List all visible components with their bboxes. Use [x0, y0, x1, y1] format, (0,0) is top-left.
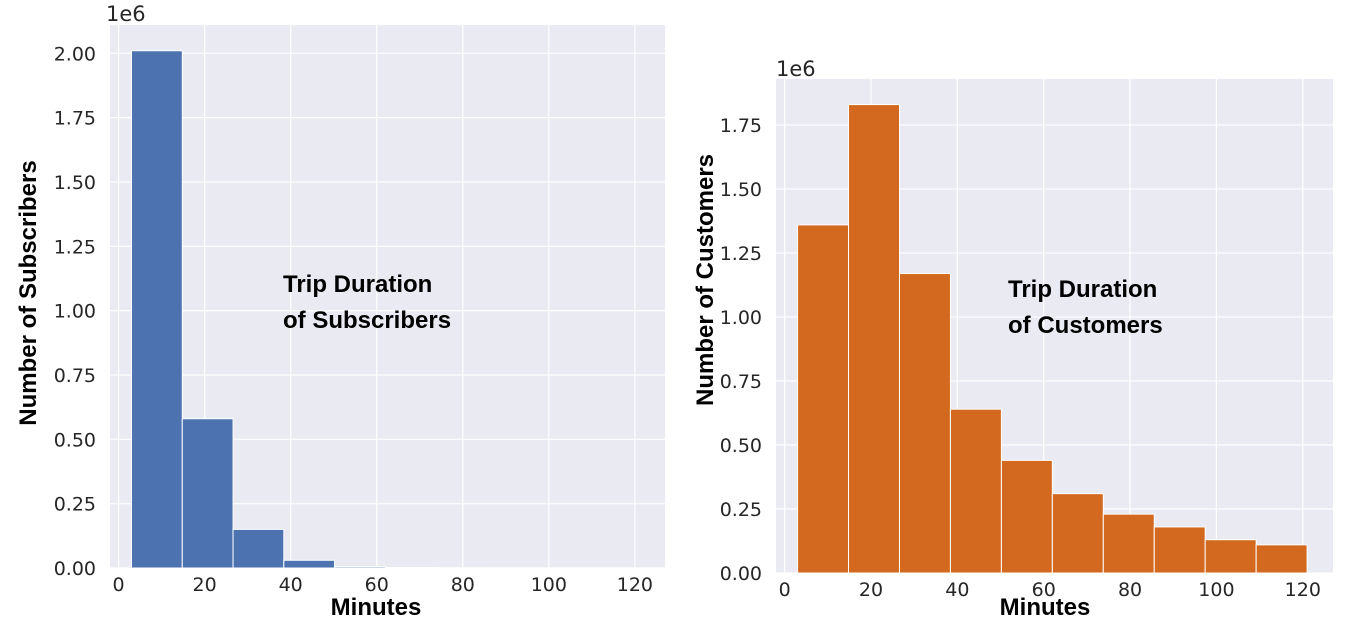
x-tick-label: 0 [113, 574, 125, 596]
y-tick-label: 1.25 [720, 243, 762, 265]
x-tick-label: 20 [859, 579, 883, 601]
x-axis-label: Minutes [331, 594, 422, 621]
y-offset-label: 1e6 [776, 57, 816, 81]
histogram-bar [949, 408, 1002, 574]
x-tick-label: 80 [1118, 579, 1142, 601]
x-tick-labels: 0 20 40 60 80 100 120 [779, 579, 1321, 601]
y-tick-label: 1.75 [54, 108, 96, 130]
histogram-bar [797, 224, 850, 574]
y-tick-label: 1.75 [720, 115, 762, 137]
y-tick-label: 0.00 [54, 558, 96, 580]
x-axis-label: Minutes [1000, 594, 1091, 621]
y-tick-label: 2.00 [54, 43, 96, 65]
histogram-bar [181, 418, 234, 569]
x-tick-label: 60 [1032, 579, 1056, 601]
histogram-bar [1102, 513, 1155, 574]
histogram-bar [1051, 493, 1104, 574]
x-tick-label: 120 [617, 574, 653, 596]
histogram-bar [898, 273, 951, 574]
y-tick-label: 0.25 [54, 494, 96, 516]
y-tick-label: 1.25 [54, 236, 96, 258]
y-tick-label: 0.75 [720, 371, 762, 393]
y-axis-label: Number of Subscribers [15, 160, 42, 425]
y-tick-label: 0.50 [720, 435, 762, 457]
x-tick-label: 60 [365, 574, 389, 596]
y-tick-label: 1.00 [54, 301, 96, 323]
histogram-bar [1153, 526, 1206, 574]
y-tick-label: 1.50 [54, 172, 96, 194]
histogram-bar [1255, 544, 1308, 574]
x-tick-label: 80 [451, 574, 475, 596]
customers-histogram: 0 20 40 60 80 100 120 0.00 0.25 0.50 0.75 1.00 1.25… [692, 57, 1333, 621]
annotation-line-2: of Customers [1008, 312, 1163, 339]
histogram-bar [334, 566, 386, 569]
y-axis-label: Number of Customers [692, 154, 719, 406]
subscribers-histogram: 0 20 40 60 80 100 120 0.00 0.25 0.50 0.75 1.00 1.25… [15, 2, 665, 621]
histogram-bar [848, 104, 900, 574]
y-tick-labels: 0.00 0.25 0.50 0.75 1.00 1.25 1.50 1.75 [720, 115, 762, 585]
x-tick-label: 20 [193, 574, 217, 596]
y-offset-label: 1e6 [106, 2, 146, 26]
x-tick-label: 0 [779, 579, 791, 601]
histogram-bar [1000, 459, 1053, 574]
y-tick-label: 1.00 [720, 307, 762, 329]
x-tick-label: 100 [531, 574, 567, 596]
y-tick-label: 0.25 [720, 499, 762, 521]
x-tick-labels: 0 20 40 60 80 100 120 [113, 574, 653, 596]
annotation-line-2: of Subscribers [283, 307, 451, 334]
y-tick-label: 1.50 [720, 179, 762, 201]
x-tick-label: 120 [1285, 579, 1321, 601]
annotation-line-1: Trip Duration [1008, 276, 1157, 303]
bars [797, 104, 1308, 574]
histogram-bar [232, 528, 285, 569]
y-tick-labels: 0.00 0.25 0.50 0.75 1.00 1.25 1.50 1.75 2.00 [54, 43, 96, 580]
histogram-bar [131, 50, 183, 569]
x-tick-label: 100 [1198, 579, 1234, 601]
x-tick-label: 40 [279, 574, 303, 596]
bars [131, 50, 640, 569]
histogram-bar [1204, 539, 1257, 574]
y-tick-label: 0.75 [54, 365, 96, 387]
y-tick-label: 0.50 [54, 429, 96, 451]
histogram-bar [283, 559, 336, 569]
annotation-line-1: Trip Duration [283, 271, 432, 298]
histogram-bar [384, 566, 437, 569]
x-tick-label: 40 [945, 579, 969, 601]
y-tick-label: 0.00 [720, 563, 762, 585]
